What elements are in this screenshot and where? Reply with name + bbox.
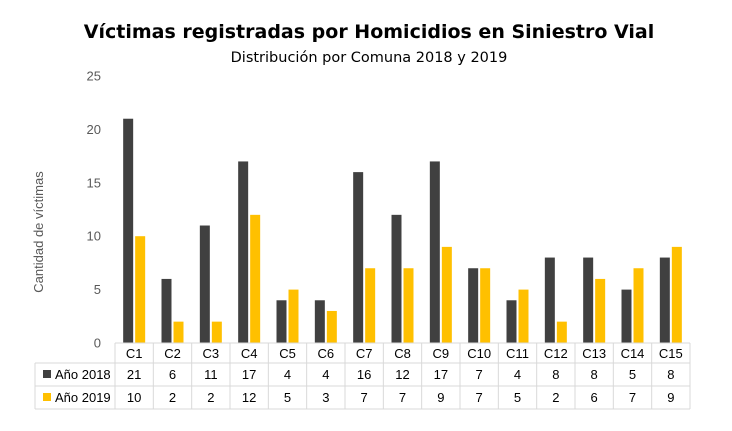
table-value: 3 bbox=[322, 390, 329, 405]
bar-c4-s2 bbox=[250, 214, 261, 343]
bar-c14-s1 bbox=[621, 289, 632, 343]
bar-c8-s1 bbox=[391, 214, 402, 343]
table-value: 6 bbox=[169, 367, 176, 382]
table-value: 17 bbox=[242, 367, 256, 382]
x-tick-label: C2 bbox=[164, 346, 181, 361]
table-value: 7 bbox=[629, 390, 636, 405]
bar-c2-s2 bbox=[173, 321, 184, 343]
x-tick-label: C14 bbox=[621, 346, 645, 361]
table-value: 2 bbox=[552, 390, 559, 405]
legend-swatch bbox=[43, 370, 51, 378]
bar-c15-s1 bbox=[659, 257, 670, 343]
x-tick-label: C8 bbox=[394, 346, 411, 361]
table-value: 7 bbox=[476, 367, 483, 382]
x-tick-label: C11 bbox=[506, 346, 529, 361]
bar-c3-s2 bbox=[211, 321, 222, 343]
table-value: 17 bbox=[434, 367, 448, 382]
table-value: 4 bbox=[514, 367, 521, 382]
bar-c9-s2 bbox=[441, 246, 452, 343]
y-tick-label: 15 bbox=[87, 175, 101, 190]
bar-c11-s1 bbox=[506, 300, 517, 343]
x-tick-label: C15 bbox=[659, 346, 683, 361]
x-tick-label: C10 bbox=[467, 346, 491, 361]
table-value: 5 bbox=[629, 367, 636, 382]
bar-c10-s1 bbox=[468, 268, 479, 343]
y-axis-label: Cantidad de víctimas bbox=[31, 171, 46, 293]
table-value: 9 bbox=[667, 390, 674, 405]
table-value: 2 bbox=[169, 390, 176, 405]
bar-c6-s2 bbox=[326, 310, 337, 343]
bar-c15-s2 bbox=[671, 246, 682, 343]
bars-group bbox=[123, 118, 682, 343]
x-tick-label: C7 bbox=[356, 346, 373, 361]
bar-c14-s2 bbox=[633, 268, 644, 343]
table-value: 11 bbox=[204, 367, 218, 382]
legend-label: Año 2019 bbox=[55, 390, 111, 405]
table-value: 4 bbox=[322, 367, 329, 382]
table-value: 12 bbox=[395, 367, 409, 382]
chart-subtitle: Distribución por Comuna 2018 y 2019 bbox=[231, 50, 508, 66]
table-value: 2 bbox=[207, 390, 214, 405]
x-tick-label: C9 bbox=[433, 346, 450, 361]
legend-swatch bbox=[43, 393, 51, 401]
bar-c12-s2 bbox=[556, 321, 567, 343]
y-axis-ticks: 0 5 10 15 20 25 bbox=[87, 69, 101, 351]
table-value: 7 bbox=[476, 390, 483, 405]
y-tick-label: 20 bbox=[87, 122, 101, 137]
bar-c4-s1 bbox=[238, 161, 249, 343]
table-value: 5 bbox=[284, 390, 291, 405]
x-tick-label: C3 bbox=[203, 346, 220, 361]
bar-c11-s2 bbox=[518, 289, 529, 343]
table-value: 4 bbox=[284, 367, 291, 382]
bar-c8-s2 bbox=[403, 268, 414, 343]
bar-c12-s1 bbox=[544, 257, 555, 343]
bar-c1-s2 bbox=[135, 236, 146, 343]
table-value: 12 bbox=[242, 390, 256, 405]
x-tick-label: C6 bbox=[318, 346, 335, 361]
bar-c1-s1 bbox=[123, 118, 134, 343]
bar-c7-s2 bbox=[365, 268, 376, 343]
x-tick-label: C5 bbox=[279, 346, 296, 361]
table-value: 8 bbox=[667, 367, 674, 382]
table-value: 8 bbox=[591, 367, 598, 382]
x-tick-label: C12 bbox=[544, 346, 568, 361]
chart-title: Víctimas registradas por Homicidios en S… bbox=[84, 21, 654, 43]
x-tick-label: C13 bbox=[582, 346, 606, 361]
bar-c10-s2 bbox=[480, 268, 491, 343]
table-value: 7 bbox=[399, 390, 406, 405]
bar-c7-s1 bbox=[353, 172, 364, 343]
table-value: 7 bbox=[361, 390, 368, 405]
table-value: 5 bbox=[514, 390, 521, 405]
y-tick-label: 10 bbox=[87, 229, 101, 244]
bar-c2-s1 bbox=[161, 278, 172, 343]
x-tick-label: C1 bbox=[126, 346, 143, 361]
table-value: 21 bbox=[127, 367, 141, 382]
bar-c6-s1 bbox=[314, 300, 325, 343]
legend-label: Año 2018 bbox=[55, 367, 111, 382]
bar-c5-s2 bbox=[288, 289, 299, 343]
bar-c13-s1 bbox=[583, 257, 594, 343]
table-value: 6 bbox=[591, 390, 598, 405]
data-table: C1 C2 C3 C4 C5 C6 C7 C8 C9 C10 C11 C12 C13 C14 C15 Año … bbox=[34, 342, 691, 410]
x-tick-label: C4 bbox=[241, 346, 258, 361]
bar-c3-s1 bbox=[199, 225, 210, 343]
table-value: 16 bbox=[357, 367, 371, 382]
y-tick-label: 5 bbox=[94, 282, 101, 297]
table-value: 9 bbox=[437, 390, 444, 405]
table-value: 10 bbox=[127, 390, 141, 405]
bar-c13-s2 bbox=[595, 278, 606, 343]
bar-c5-s1 bbox=[276, 300, 287, 343]
table-value: 8 bbox=[552, 367, 559, 382]
y-tick-label: 25 bbox=[87, 69, 101, 84]
y-tick-label: 0 bbox=[94, 336, 101, 351]
bar-c9-s1 bbox=[429, 161, 440, 343]
